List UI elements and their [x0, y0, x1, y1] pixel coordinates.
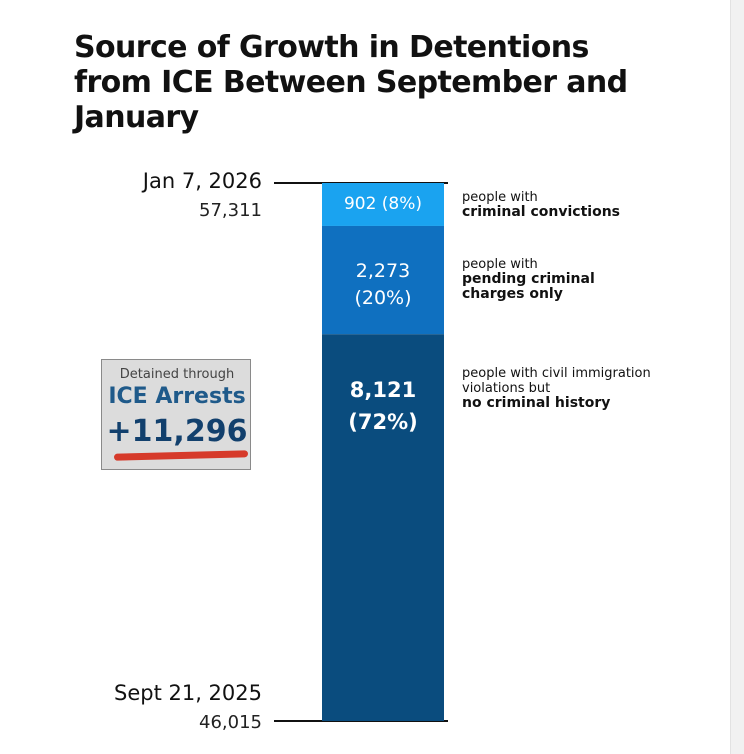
- segment-label-convictions: 902 (8%): [322, 194, 444, 214]
- callout-heading: ICE Arrests: [108, 384, 246, 409]
- desc-pending: people with pending criminal charges onl…: [462, 257, 612, 302]
- bottom-count-label: 46,015: [199, 712, 262, 733]
- segment-percent-pending: (20%): [354, 287, 412, 309]
- segment-percent-civil: (72%): [348, 410, 418, 434]
- bar-segment-pending-charges: [322, 225, 444, 335]
- desc-civil: people with civil immigration violations…: [462, 366, 652, 411]
- desc-civil-bold: no criminal history: [462, 395, 611, 411]
- segment-label-pending: 2,273 (20%): [322, 258, 444, 312]
- segment-value-civil: 8,121: [349, 378, 417, 402]
- chart-title: Source of Growth in Detentions from ICE …: [74, 30, 628, 135]
- ice-arrests-callout: Detained through ICE Arrests +11,296: [101, 359, 251, 470]
- desc-civil-plain: people with civil immigration violations…: [462, 366, 651, 396]
- callout-underline: [113, 450, 249, 461]
- bottom-date-label: Sept 21, 2025: [113, 681, 262, 705]
- segment-label-civil: 8,121 (72%): [322, 374, 444, 438]
- desc-convictions-plain: people with: [462, 190, 538, 205]
- desc-convictions: people with criminal convictions: [462, 190, 702, 220]
- bar-segment-civil-violations: [322, 334, 444, 721]
- callout-value: +11,296: [106, 414, 248, 449]
- segment-value-convictions: 902 (8%): [343, 194, 423, 214]
- top-count-label: 57,311: [199, 200, 262, 221]
- desc-pending-plain: people with: [462, 257, 538, 272]
- desc-convictions-bold: criminal convictions: [462, 204, 620, 220]
- desc-pending-bold: pending criminal charges only: [462, 271, 595, 302]
- callout-caption: Detained through: [119, 367, 235, 382]
- page-edge: [730, 0, 744, 754]
- bar-segment-convictions: [322, 183, 444, 226]
- top-date-label: Jan 7, 2026: [142, 169, 262, 193]
- segment-value-pending: 2,273: [355, 260, 411, 282]
